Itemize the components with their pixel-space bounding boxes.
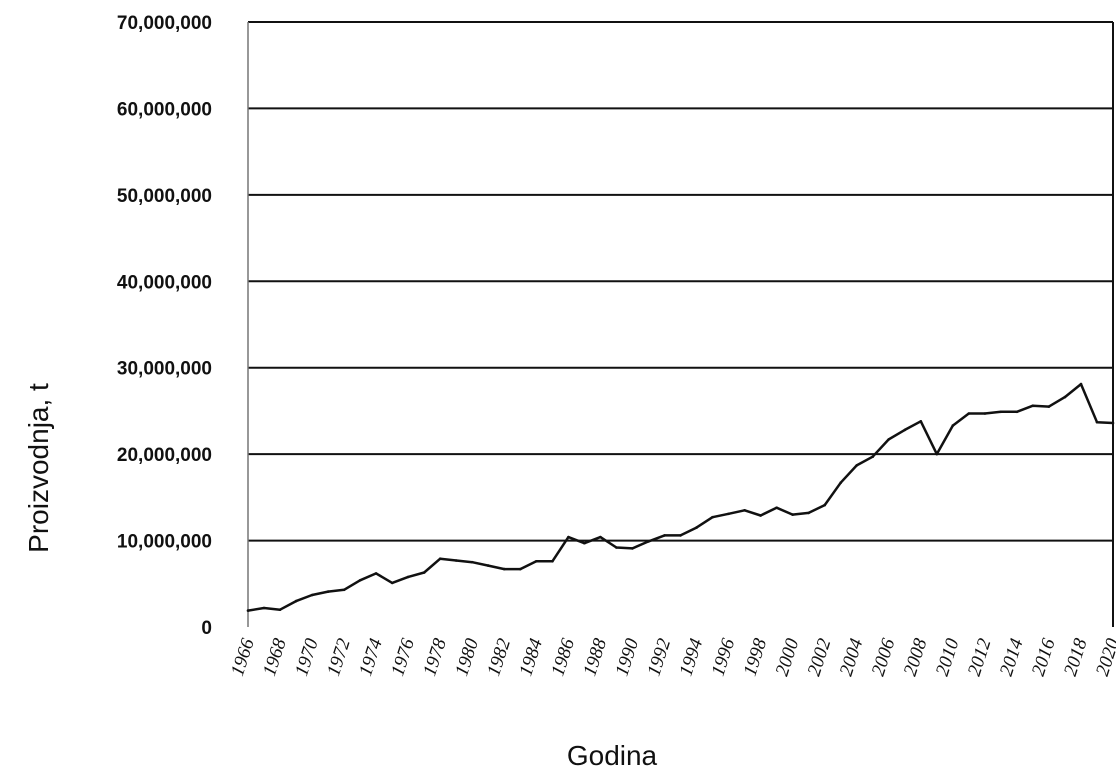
x-tick-label: 1986 [547, 636, 579, 679]
x-tick-label: 1988 [579, 636, 611, 679]
y-tick-label: 60,000,000 [117, 99, 212, 120]
data-point [839, 481, 842, 485]
x-axis-title: Godina [567, 740, 658, 771]
data-point [615, 546, 618, 549]
data-point [631, 547, 634, 550]
data-point [454, 559, 458, 562]
data-point [823, 503, 826, 507]
data-point [342, 588, 346, 592]
x-tick-label: 2012 [964, 636, 996, 679]
data-point [871, 455, 874, 459]
y-tick-labels: 0 10,000,000 20,000,000 30,000,000 40,000,00… [117, 13, 212, 639]
x-tick-label: 1974 [355, 636, 387, 679]
data-point [422, 571, 426, 574]
x-tick-label: 2008 [900, 636, 932, 679]
data-point [246, 609, 250, 612]
x-tick-label: 1984 [515, 636, 547, 679]
x-tick-label: 1968 [259, 636, 291, 679]
data-point [535, 560, 538, 563]
x-tick-label: 2014 [996, 636, 1028, 679]
data-point [503, 567, 506, 571]
data-point [551, 560, 554, 563]
x-tick-label: 2004 [836, 636, 868, 679]
y-tick-label: 70,000,000 [117, 13, 212, 34]
y-tick-label: 40,000,000 [117, 272, 212, 293]
data-point [471, 560, 474, 564]
data-point [294, 599, 298, 603]
data-point [711, 515, 714, 519]
data-point [1031, 404, 1035, 408]
data-point [519, 567, 522, 571]
y-axis-title: Proizvodnja, t [23, 383, 54, 553]
data-point [999, 410, 1003, 414]
data-point [951, 424, 955, 427]
data-point [775, 506, 778, 510]
data-point [791, 513, 794, 516]
x-tick-labels: 1966 1968 1970 1972 1974 1976 1978 1980 1982 1984… [227, 636, 1116, 679]
data-point [855, 464, 858, 467]
data-point [1111, 421, 1115, 425]
y-tick-label: 0 [201, 618, 212, 639]
series-line [247, 382, 1114, 612]
x-tick-label: 1994 [676, 636, 708, 679]
x-tick-label: 2020 [1092, 636, 1116, 679]
gridlines [248, 21, 1113, 542]
data-point [695, 526, 698, 529]
data-point [967, 412, 971, 415]
x-tick-label: 1982 [483, 636, 515, 679]
data-point [903, 428, 907, 432]
data-point [935, 452, 939, 456]
y-tick-label: 50,000,000 [117, 186, 212, 207]
data-point [727, 512, 730, 516]
data-point [807, 511, 810, 515]
data-point [583, 541, 586, 545]
data-point [1047, 405, 1051, 408]
x-tick-label: 2016 [1028, 636, 1060, 679]
data-point [919, 420, 923, 423]
x-tick-label: 1992 [644, 636, 676, 679]
data-point [310, 593, 314, 597]
x-tick-label: 2010 [932, 636, 964, 679]
data-point [1015, 410, 1019, 414]
x-tick-label: 1978 [419, 636, 451, 679]
data-point [679, 534, 682, 537]
x-tick-label: 1976 [387, 636, 419, 679]
x-tick-label: 1966 [227, 636, 259, 679]
data-point [1079, 382, 1083, 386]
data-point [262, 606, 266, 610]
data-point [663, 534, 666, 537]
x-tick-label: 1980 [451, 636, 483, 679]
x-tick-label: 1990 [611, 636, 643, 679]
data-point [326, 590, 330, 593]
data-point [1063, 395, 1067, 399]
data-point [647, 540, 650, 543]
x-tick-label: 2002 [804, 636, 836, 679]
data-point [438, 557, 442, 560]
data-point [599, 535, 602, 539]
x-tick-label: 2000 [772, 636, 804, 679]
y-tick-label: 30,000,000 [117, 359, 212, 380]
data-point [278, 608, 282, 611]
data-points [246, 382, 1115, 612]
data-point [759, 514, 762, 517]
x-tick-label: 2006 [868, 636, 900, 679]
x-tick-label: 1970 [291, 636, 323, 679]
data-point [983, 412, 987, 415]
data-point [743, 509, 746, 512]
data-point [1095, 420, 1099, 424]
data-point [487, 564, 490, 567]
y-tick-label: 10,000,000 [117, 532, 212, 553]
x-tick-label: 1996 [708, 636, 740, 679]
y-tick-label: 20,000,000 [117, 445, 212, 466]
data-point [567, 535, 570, 539]
x-tick-label: 2018 [1060, 636, 1092, 679]
data-point [887, 438, 890, 441]
x-tick-label: 1972 [323, 636, 355, 679]
data-point [406, 575, 410, 579]
data-point [390, 581, 394, 585]
x-tick-label: 1998 [740, 636, 772, 679]
data-point [358, 579, 362, 582]
data-point [374, 572, 378, 575]
